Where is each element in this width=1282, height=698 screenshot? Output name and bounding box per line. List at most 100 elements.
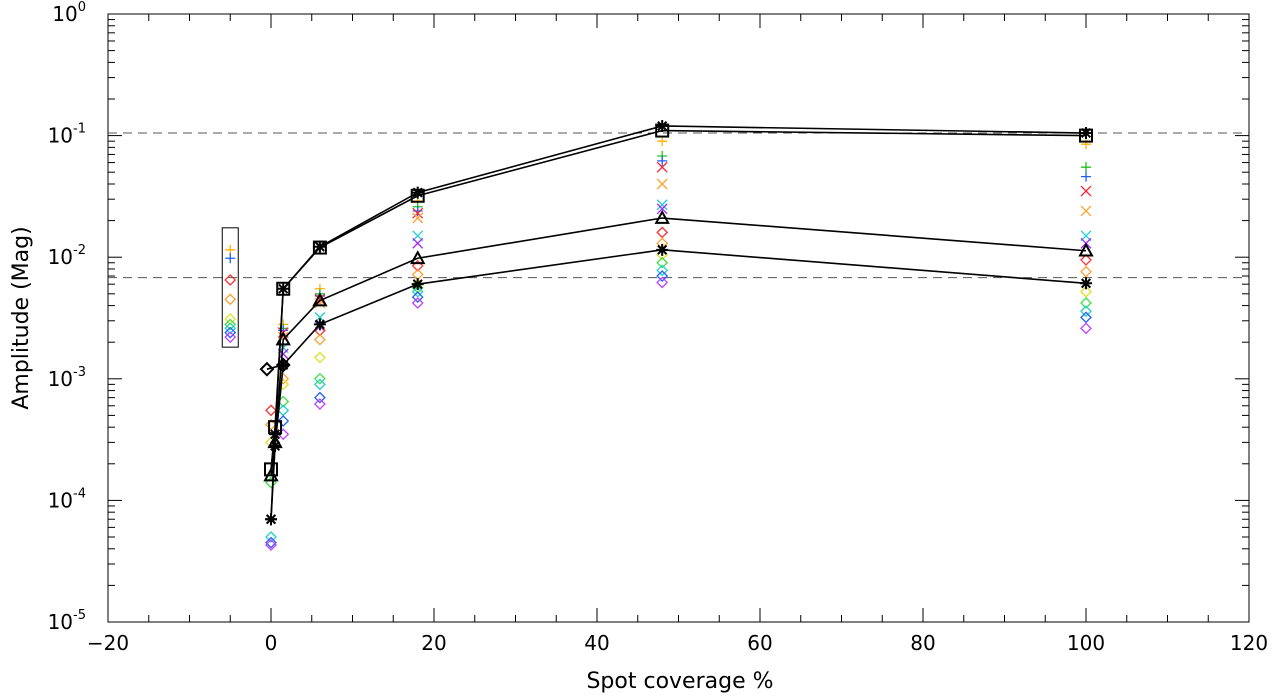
square-outline (276, 281, 291, 296)
colored-plus-marker (412, 205, 423, 216)
asterisk-strokes (411, 186, 424, 199)
diamond-outline (277, 415, 290, 427)
y-tick-label: 100 (52, 0, 86, 26)
colored-cross-marker (656, 203, 668, 215)
y-tick-label: 10-5 (48, 608, 86, 634)
y-tick-label: 10-1 (48, 122, 86, 148)
diamond-outline (265, 536, 277, 549)
series-point-asterisk (1080, 277, 1092, 290)
plus-stroke (1081, 171, 1091, 182)
diamond-outline (1080, 297, 1092, 309)
colored-diamond-marker (313, 372, 326, 385)
cross-stroke (656, 203, 668, 215)
colored-diamond-marker (1080, 322, 1092, 335)
series-point-triangle (410, 250, 426, 265)
plot-frame (107, 13, 1250, 623)
square-outline (410, 188, 425, 203)
diamond-outline (656, 256, 669, 269)
series-point-diamond (259, 361, 275, 377)
y-tick-label: 10-2 (48, 243, 86, 269)
diamond-outline (224, 318, 237, 331)
black-series (259, 119, 1094, 526)
inset-diamond-marker (224, 293, 237, 306)
diamond-outline (265, 418, 277, 431)
plus-stroke (225, 244, 236, 255)
x-axis-title: Spot coverage % (586, 669, 773, 694)
colored-diamond-marker (656, 276, 669, 289)
series-point-diamond (275, 357, 291, 373)
colored-diamond-marker (411, 285, 424, 298)
diamond-outline (313, 398, 326, 410)
diamond-outline (265, 531, 277, 543)
diamond-outline (656, 270, 669, 282)
inset-key-box (221, 227, 239, 348)
diamond-outline (411, 259, 424, 272)
colored-diamond-marker (656, 256, 669, 269)
colored-diamond-marker (1080, 311, 1092, 324)
diamond-outline (313, 351, 326, 364)
asterisk-strokes (277, 358, 290, 371)
y-tick-label: 10-4 (48, 486, 86, 512)
colored-diamond-marker (1080, 297, 1092, 309)
series-point-triangle (312, 292, 328, 307)
x-tick-label: 40 (584, 631, 609, 655)
colored-markers (265, 136, 1092, 551)
axis-ticks (107, 13, 1250, 623)
colored-cross-marker (656, 199, 668, 211)
diamond-outline (224, 326, 237, 339)
triangle-outline (275, 331, 291, 346)
triangle-outline (1078, 242, 1094, 257)
square-outline (1079, 128, 1093, 143)
plus-stroke (1081, 162, 1091, 173)
colored-diamond-marker (1080, 285, 1092, 298)
colored-diamond-marker (1080, 265, 1092, 278)
series-point-star (1080, 127, 1092, 140)
colored-cross-marker (656, 161, 668, 173)
colored-cross-marker (412, 207, 424, 219)
diamond-outline (1080, 265, 1092, 278)
y-tick-label: 10-3 (48, 365, 86, 391)
series-line-square (270, 129, 1087, 470)
x-tick-labels: −20 0 20 40 60 80 100 120 (87, 631, 1268, 655)
diamond-outline (265, 476, 277, 489)
asterisk-strokes (269, 440, 282, 453)
inset-key (221, 227, 239, 348)
diamond-outline (265, 539, 277, 551)
plus-stroke (657, 155, 668, 166)
colored-diamond-marker (313, 398, 326, 410)
diamond-outline (411, 297, 424, 309)
diamond-outline (313, 378, 326, 391)
inset-diamond-marker (224, 274, 237, 286)
asterisk-strokes (411, 278, 424, 291)
colored-diamond-marker (411, 259, 424, 272)
inset-plus-marker (225, 253, 236, 264)
triangle-outline (654, 209, 670, 224)
series-point-square (312, 240, 327, 255)
diamond-outline (1080, 305, 1092, 318)
diamond-outline (656, 226, 669, 239)
colored-plus-marker (657, 155, 668, 166)
colored-diamond-marker (411, 297, 424, 309)
asterisk-strokes (656, 243, 669, 256)
y-tick-labels: 100 10-1 10-2 10-3 10-4 10-5 (48, 0, 86, 634)
inset-plus-marker (225, 244, 236, 255)
colored-cross-marker (1080, 205, 1092, 217)
inset-diamond-marker (224, 331, 237, 344)
diamond-outline (265, 404, 277, 417)
cross-stroke (314, 293, 326, 305)
series-line-diamond (266, 364, 284, 370)
series-point-triangle (654, 209, 670, 224)
series-line-star (270, 125, 1087, 520)
colored-diamond-marker (656, 264, 669, 277)
series-point-asterisk (656, 243, 669, 256)
x-tick-label: 0 (265, 631, 278, 655)
plus-stroke (657, 136, 668, 147)
series-point-square (655, 123, 670, 138)
x-tick-label: 20 (421, 631, 446, 655)
diamond-outline (1080, 311, 1092, 324)
colored-diamond-marker (411, 291, 424, 303)
diamond-outline (224, 322, 237, 335)
colored-diamond-marker (656, 226, 669, 239)
asterisk-strokes (313, 318, 326, 331)
colored-cross-marker (314, 293, 326, 305)
